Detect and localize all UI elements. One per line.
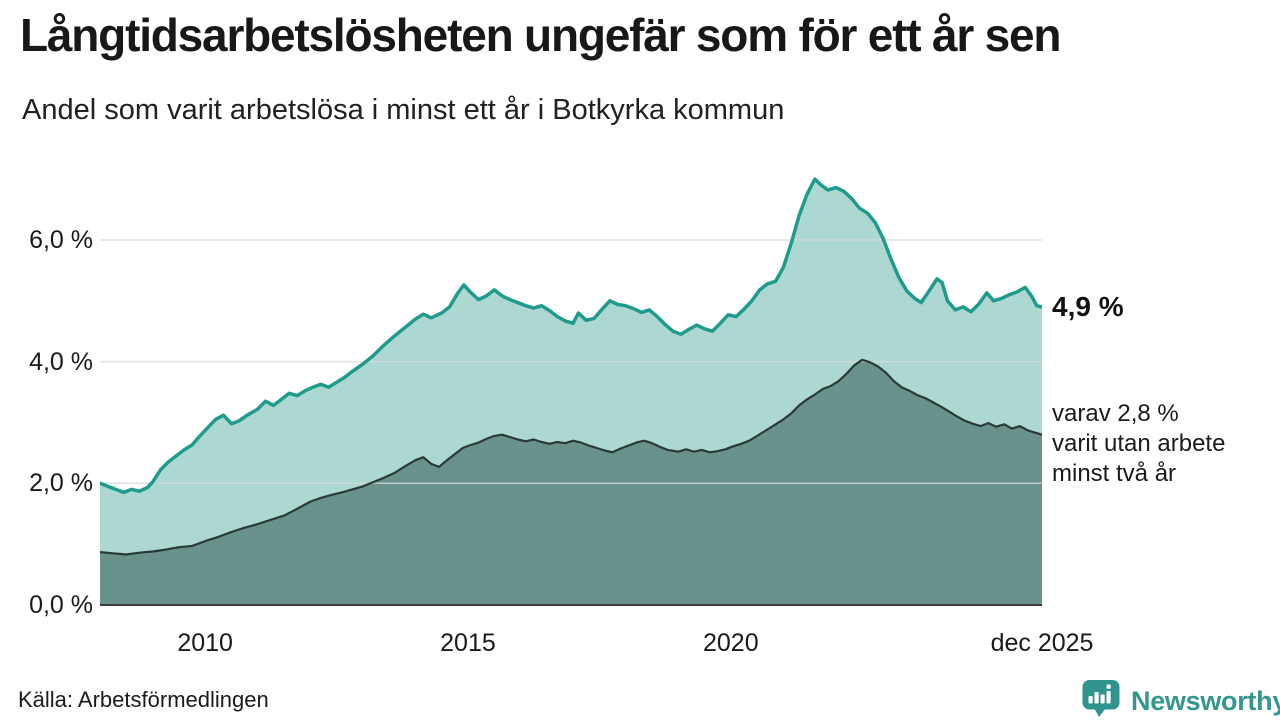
chart-subtitle: Andel som varit arbetslösa i minst ett å… bbox=[22, 94, 785, 126]
y-tick-label: 4,0 % bbox=[29, 347, 93, 376]
y-tick-label: 2,0 % bbox=[29, 469, 93, 498]
page-title: Långtidsarbetslösheten ungefär som för e… bbox=[20, 9, 1062, 61]
x-tick-label: dec 2025 bbox=[990, 629, 1094, 657]
y-tick-label: 0,0 % bbox=[29, 591, 93, 619]
y-tick-label: 6,0 % bbox=[29, 225, 93, 254]
secondary-series-label: varav 2,8 % varit utan arbete minst två … bbox=[1052, 400, 1226, 487]
newsworthy-brand: Newsworthy bbox=[1081, 679, 1280, 720]
line-series-1 bbox=[98, 358, 1044, 556]
brand-name: Newsworthy bbox=[1131, 685, 1280, 716]
x-tick-label: 2010 bbox=[177, 629, 233, 657]
unemployment-area-chart bbox=[98, 170, 1044, 607]
chart-canvas bbox=[98, 177, 1044, 606]
latest-value-label: 4,9 % bbox=[1052, 291, 1124, 322]
x-tick-label: 2015 bbox=[440, 629, 496, 657]
line-series-0 bbox=[98, 177, 1044, 495]
newsworthy-logo-icon bbox=[1081, 679, 1122, 720]
x-tick-label: 2020 bbox=[702, 629, 759, 657]
area-series-1 bbox=[100, 359, 1042, 605]
source-credit: Källa: Arbetsförmedlingen bbox=[18, 687, 269, 712]
